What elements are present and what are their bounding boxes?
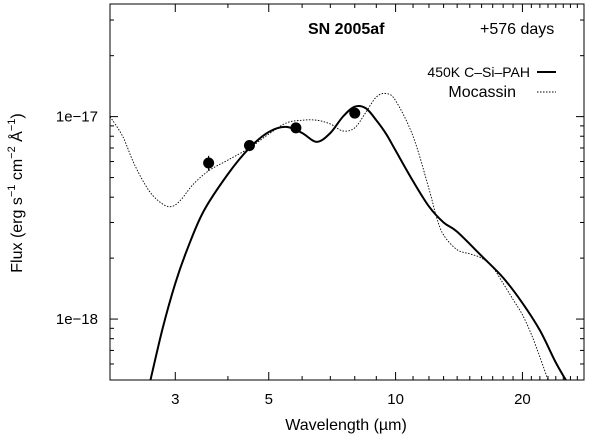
y-label-flux: Flux (erg s xyxy=(9,197,26,273)
points-layer xyxy=(203,107,361,171)
x-tick-label-3: 20 xyxy=(514,391,531,408)
legend: 450K C–Si–PAH Mocassin xyxy=(427,64,556,101)
plot-frame xyxy=(109,3,585,381)
y-label-s-exp: −1 xyxy=(6,185,18,198)
y-tick-label-1: 1e−18 xyxy=(56,311,98,328)
data-point-2 xyxy=(290,122,302,134)
y-label-angstrom: Å xyxy=(7,131,26,146)
y-label-close: ) xyxy=(9,113,26,118)
legend-label-model-main: 450K xyxy=(427,64,460,80)
y-label-cm-exp: −2 xyxy=(6,146,18,159)
legend-label-mocassin: Mocassin xyxy=(448,84,516,101)
x-tick-label-0: 3 xyxy=(171,391,179,408)
y-label-a-exp: −1 xyxy=(6,119,18,132)
x-tick-label-2: 10 xyxy=(387,391,404,408)
legend-label-model-sub: C–Si–PAH xyxy=(464,64,530,80)
ticks-layer: 3 5 10 20 1e−17 1e−18 xyxy=(56,4,585,408)
y-tick-label-0: 1e−17 xyxy=(56,109,98,126)
data-point-1 xyxy=(243,140,255,152)
chart-title: SN 2005af xyxy=(308,21,385,38)
series-line-mocassin xyxy=(110,92,549,380)
y-label-cm: cm xyxy=(9,159,26,185)
series-layer xyxy=(110,92,568,380)
x-tick-label-1: 5 xyxy=(265,391,273,408)
data-point-0 xyxy=(203,157,215,169)
legend-label-model: 450K C–Si–PAH xyxy=(427,64,530,80)
y-axis-label: Flux (erg s−1 cm−2 Å−1) xyxy=(6,113,26,272)
data-point-3 xyxy=(349,107,361,119)
epoch-annotation: +576 days xyxy=(480,21,554,38)
series-line-model xyxy=(149,104,568,380)
x-axis-label: Wavelength (µm) xyxy=(285,417,407,434)
